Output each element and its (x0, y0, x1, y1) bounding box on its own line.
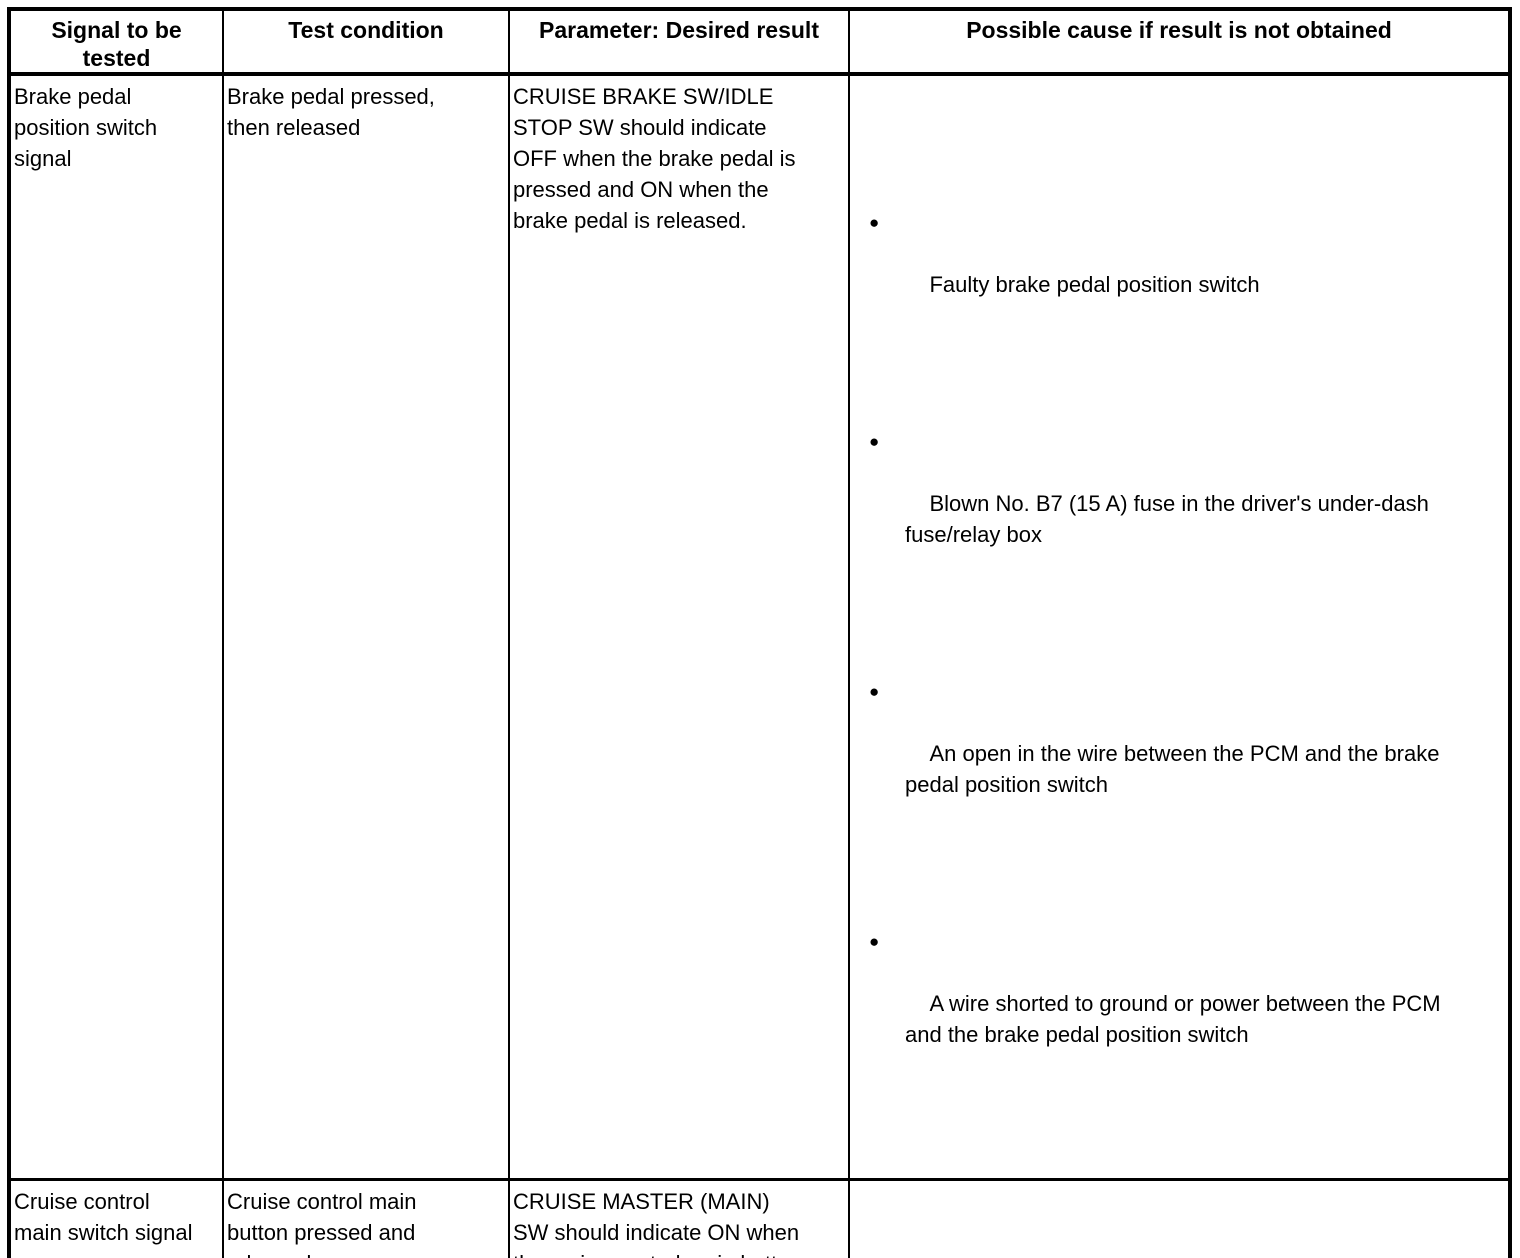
cell-parameter-desired-result: CRUISE BRAKE SW/IDLE STOP SW should indi… (508, 72, 850, 1181)
cause-text: Blown No. B7 (15 A) fuse in the driver's… (905, 491, 1429, 547)
bullet-icon: ● (869, 432, 880, 451)
cause-text: A wire shorted to ground or power betwee… (905, 991, 1441, 1047)
table-row: Brake pedal position switch signal Brake… (8, 72, 1511, 1181)
column-header: Test condition (222, 8, 510, 76)
cause-item: ● Faulty brake pedal position switch (851, 207, 1504, 331)
cell-possible-causes: ● Faulty cruise control combination swit… (848, 1178, 1511, 1258)
column-header: Signal to be tested (8, 8, 224, 76)
cause-text: Faulty brake pedal position switch (929, 272, 1260, 297)
bullet-icon: ● (869, 682, 880, 701)
cell-possible-causes: ● Faulty brake pedal position switch ● B… (848, 72, 1511, 1181)
table-row: Cruise control main switch signal Cruise… (8, 1178, 1511, 1258)
header-row: Signal to be tested Test condition Paramet… (8, 8, 1511, 76)
cause-list: ● Faulty brake pedal position switch ● B… (851, 145, 1504, 1112)
cell-test-condition: Cruise control main button pressed and r… (222, 1178, 510, 1258)
bullet-icon: ● (869, 932, 880, 951)
cell-parameter-desired-result: CRUISE MASTER (MAIN) SW should indicate … (508, 1178, 850, 1258)
table-body: Brake pedal position switch signal Brake… (8, 72, 1511, 1258)
cell-signal-to-be-tested: Cruise control main switch signal (8, 1178, 224, 1258)
bullet-icon: ● (869, 213, 880, 232)
cause-item: ● A wire shorted to ground or power betw… (851, 926, 1504, 1081)
cause-item: ● Blown No. B7 (15 A) fuse in the driver… (851, 426, 1504, 581)
cell-signal-to-be-tested: Brake pedal position switch signal (8, 72, 224, 1181)
column-header: Parameter: Desired result (508, 8, 850, 76)
column-header: Possible cause if result is not obtained (848, 8, 1511, 76)
cause-text: An open in the wire between the PCM and … (905, 741, 1440, 797)
cause-item: ● An open in the wire between the PCM an… (851, 676, 1504, 831)
cell-test-condition: Brake pedal pressed, then released (222, 72, 510, 1181)
troubleshooting-table: Signal to be tested Test condition Paramet… (7, 7, 1512, 1258)
cause-list: ● Faulty cruise control combination swit… (851, 1250, 1504, 1258)
